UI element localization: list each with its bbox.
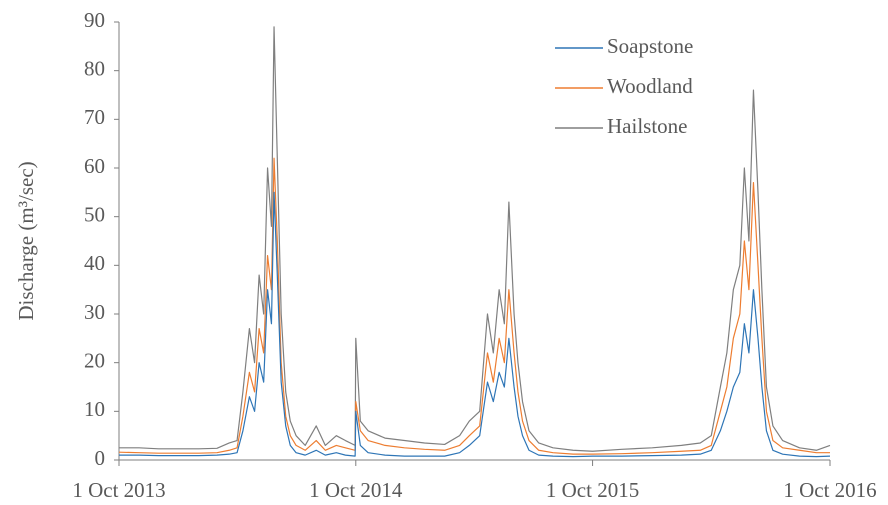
x-tick-label: 1 Oct 2014: [309, 478, 403, 502]
y-tick-label: 70: [84, 105, 105, 129]
y-tick-label: 90: [84, 8, 105, 32]
x-tick-label: 1 Oct 2016: [783, 478, 876, 502]
y-tick-label: 20: [84, 348, 105, 372]
y-tick-label: 60: [84, 154, 105, 178]
x-tick-label: 1 Oct 2015: [546, 478, 639, 502]
y-tick-label: 40: [84, 251, 105, 275]
legend-label: Soapstone: [607, 34, 693, 58]
series-line: [119, 26, 831, 452]
y-tick-label: 0: [95, 446, 106, 470]
series-line: [118, 157, 830, 455]
x-tick-label: 1 Oct 2013: [72, 478, 165, 502]
legend-label: Woodland: [607, 74, 693, 98]
y-axis-label: Discharge (m³/sec): [14, 161, 38, 320]
y-tick-label: 50: [84, 202, 105, 226]
legend-label: Hailstone: [607, 114, 687, 138]
y-tick-label: 80: [84, 56, 105, 80]
y-tick-label: 30: [84, 300, 105, 324]
y-tick-label: 10: [84, 397, 105, 421]
series-line: [119, 191, 831, 458]
